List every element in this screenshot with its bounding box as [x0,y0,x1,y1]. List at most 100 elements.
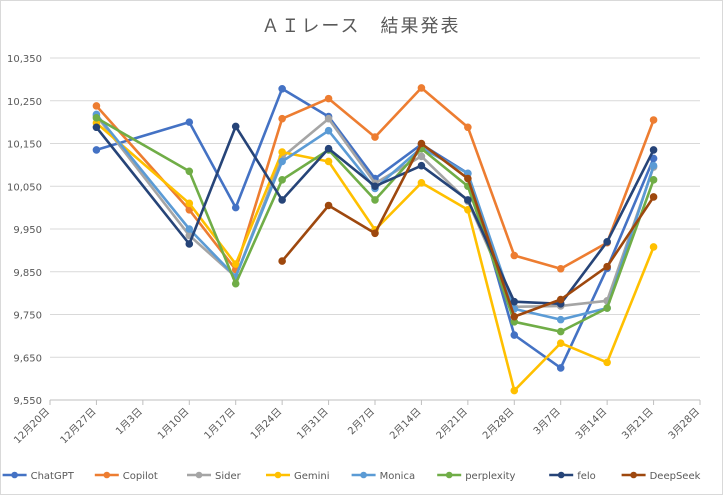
data-point [603,262,611,271]
data-point [371,229,379,238]
data-point [185,199,194,208]
data-point [371,196,379,204]
data-point [231,279,240,288]
data-point [324,126,333,135]
legend-item-felo: felo [549,471,596,482]
data-point [278,84,286,93]
y-tick-label: 9,550 [13,396,42,407]
data-point [649,161,658,170]
data-point [278,114,286,123]
legend-item-monica: Monica [351,471,416,482]
data-point [324,94,333,103]
data-point [278,196,286,204]
data-point [603,304,611,312]
y-tick-label: 10,350 [7,54,42,65]
series-deepseek [278,139,658,321]
data-point [603,358,611,367]
chart-title: ＡＩレース 結果発表 [261,16,460,37]
data-point [417,179,426,187]
data-point [556,295,565,304]
legend-item-perplexity: perplexity [437,471,516,482]
data-point [231,122,240,131]
series-line [95,116,655,333]
series-line [95,86,655,271]
data-point [510,386,519,395]
data-point [92,123,101,132]
y-tick-label: 9,650 [13,353,42,364]
data-point [278,176,286,184]
data-point [92,102,101,110]
data-point [278,157,286,166]
legend-swatch-marker [274,471,282,479]
series-line [96,87,655,370]
legend-swatch-marker [445,471,453,479]
legend-item-copilot: Copilot [94,471,158,482]
legend-label: perplexity [465,471,515,482]
data-point [185,167,194,176]
data-point [556,364,565,372]
legend-swatch-marker [195,471,203,479]
data-point [371,182,379,191]
series-line [95,113,655,321]
data-point [649,243,658,251]
data-point [510,251,519,260]
data-point [185,240,194,248]
data-point [510,297,519,306]
data-point [510,331,519,339]
data-point [464,196,472,204]
data-point [92,146,101,154]
legend-swatch-marker [11,471,18,479]
series-lines [92,84,658,395]
series-chatgpt [92,84,658,372]
data-point [231,260,240,268]
data-point [649,176,658,184]
legend-swatch-marker [360,471,367,479]
y-tick-label: 10,050 [7,182,42,193]
legend-label: Sider [215,471,242,482]
data-point [278,148,286,156]
data-point [510,312,519,321]
legend-label: Gemini [294,471,330,482]
data-point [231,203,240,212]
series-line [95,122,655,392]
data-point [324,114,333,123]
legend: ChatGPT Copilot Sider Gemini Monica perplexit… [2,471,701,482]
legend-item-gemini: Gemini [266,471,330,482]
data-point [324,144,333,153]
data-point [92,114,101,122]
data-point [464,174,472,183]
legend-item-chatgpt: ChatGPT [2,471,75,482]
legend-swatch-marker [557,471,565,479]
legend-swatch-marker [103,471,111,479]
y-tick-label: 9,950 [13,225,42,236]
y-tick-label: 9,750 [13,311,42,322]
data-point [417,139,426,148]
data-point [603,238,611,246]
y-tick-label: 9,850 [13,268,42,279]
data-point [417,152,426,161]
legend-label: felo [577,471,596,482]
data-point [556,315,565,324]
data-point [464,123,472,132]
legend-item-deepseek: DeepSeek [621,471,701,482]
y-tick-label: 10,150 [7,140,42,151]
legend-label: Copilot [123,471,158,482]
data-point [278,257,286,265]
data-point [556,327,565,336]
data-point [417,161,426,170]
data-point [324,157,333,166]
data-point [556,339,565,347]
legend-swatch-marker [630,471,637,479]
data-point [417,84,426,92]
data-point [185,118,194,126]
legend-label: DeepSeek [650,471,701,482]
legend-item-sider: Sider [187,471,242,482]
legend-label: ChatGPT [31,471,75,482]
y-tick-label: 10,250 [7,97,42,108]
legend-label: Monica [380,471,416,482]
data-point [649,146,658,154]
data-point [324,201,333,210]
data-point [649,193,658,201]
